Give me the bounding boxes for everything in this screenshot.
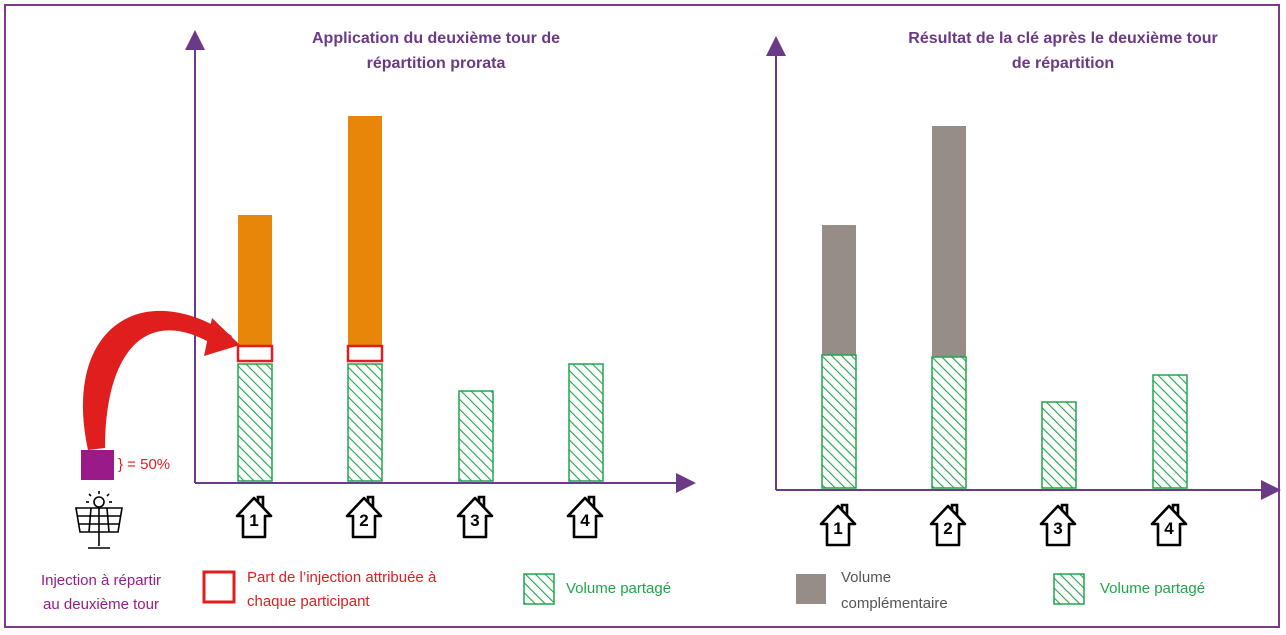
left-house-1-number: 1: [249, 511, 258, 530]
diagram-frame: [4, 4, 1280, 628]
right-house-3: 3: [1039, 503, 1077, 547]
right-bar-2-grey: [932, 126, 966, 357]
left-panel: Application du deuxième tour de répartit…: [41, 30, 696, 613]
legend-complement-line2: complémentaire: [841, 595, 948, 612]
legend-part-injection-line1: Part de l’injection attribuée à: [247, 569, 437, 586]
right-house-2: 2: [929, 503, 967, 547]
solar-panel-icon: [75, 491, 123, 549]
legend-volume-left: Volume partagé: [566, 580, 671, 597]
right-bar-1-volume: [821, 354, 857, 489]
injection-label-line1: Injection à répartir: [41, 572, 161, 589]
right-house-4: 4: [1150, 503, 1188, 547]
right-bar-4-volume: [1152, 374, 1188, 489]
left-bar-2-orange: [348, 116, 382, 346]
right-house-1: 1: [819, 503, 857, 547]
left-house-4-number: 4: [580, 511, 590, 530]
right-house-3-number: 3: [1053, 519, 1062, 538]
left-bar-2-volume: [347, 363, 383, 482]
left-bar-1-orange: [238, 215, 272, 346]
left-house-3-number: 3: [470, 511, 479, 530]
left-house-3: 3: [456, 495, 494, 539]
left-bar-2-part-injection: [346, 344, 384, 363]
left-house-2: 2: [345, 495, 383, 539]
right-bar-3-volume: [1041, 401, 1077, 489]
left-bar-4-volume: [568, 363, 604, 482]
legend-complement-line1: Volume: [841, 569, 891, 586]
right-title-line1: Résultat de la clé après le deuxième tou…: [908, 30, 1217, 47]
legend-part-injection-line2: chaque participant: [247, 593, 370, 610]
legend-volume-swatch-left: [523, 573, 555, 605]
injection-percent: } = 50%: [118, 456, 170, 473]
legend-volume-swatch-right: [1053, 573, 1085, 605]
right-house-4-number: 4: [1164, 519, 1174, 538]
right-panel: Résultat de la clé après le deuxième tou…: [766, 30, 1281, 612]
injection-square: [81, 450, 114, 480]
right-house-1-number: 1: [833, 519, 842, 538]
right-title-line2: de répartition: [1012, 55, 1114, 72]
right-bar-2-volume: [931, 356, 967, 489]
left-house-1: 1: [235, 495, 273, 539]
right-bar-1-grey: [822, 225, 856, 355]
injection-label-line2: au deuxième tour: [43, 596, 159, 613]
left-title-line2: répartition prorata: [367, 55, 506, 72]
left-bar-1-part-injection: [236, 344, 274, 363]
right-house-2-number: 2: [943, 519, 952, 538]
legend-part-injection-swatch: [202, 570, 236, 604]
left-bar-1-volume: [237, 363, 273, 482]
legend-volume-right: Volume partagé: [1100, 580, 1205, 597]
red-arrow-head-icon: [204, 318, 240, 356]
red-curved-arrow-body: [82, 310, 232, 450]
left-house-4: 4: [566, 495, 604, 539]
left-house-2-number: 2: [359, 511, 368, 530]
legend-complement-swatch: [796, 574, 826, 604]
left-bar-3-volume: [458, 390, 494, 482]
left-title-line1: Application du deuxième tour de: [312, 30, 560, 47]
